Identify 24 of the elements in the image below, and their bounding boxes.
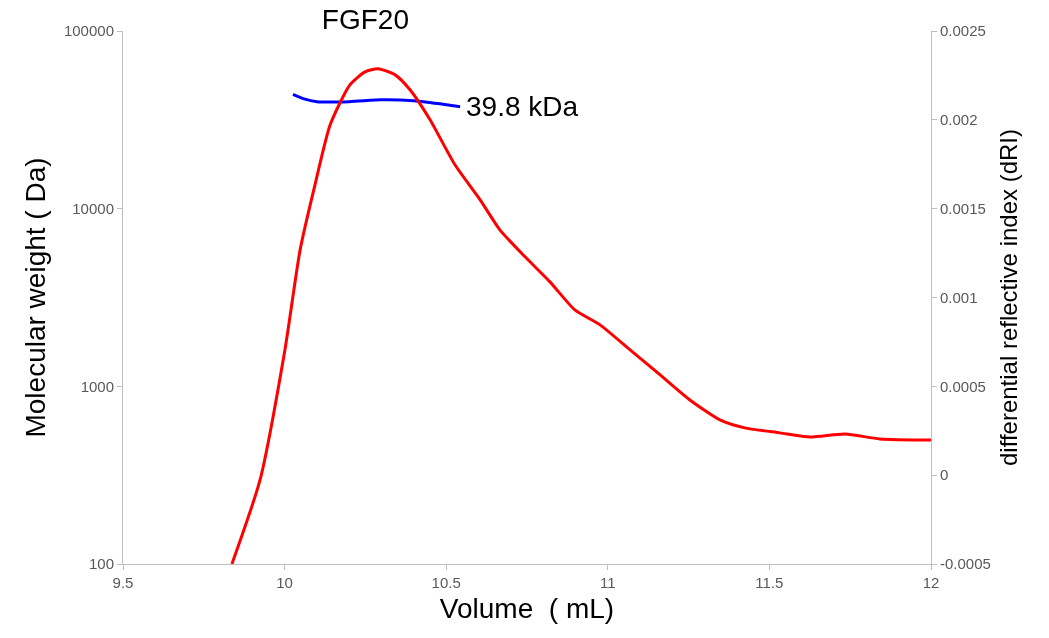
y2-tick-label: -0.0005 <box>940 555 991 573</box>
line-series <box>291 92 462 109</box>
x-tick-label: 9.5 <box>112 574 134 591</box>
y-tick-label: 10000 <box>72 199 114 217</box>
y-tick-label: 100000 <box>63 22 114 40</box>
line-series <box>230 67 931 564</box>
y2-tick-label: 0.0005 <box>940 377 986 395</box>
x-axis-title: Volume ( mL) <box>439 593 615 625</box>
x-tick-label: 10 <box>276 574 293 591</box>
annotation: 39.8 kDa <box>466 91 579 122</box>
chart-title: FGF20 <box>321 4 409 36</box>
y2-axis-title: differential reflective index (dRI) <box>995 128 1023 467</box>
y2-tick-label: 0.001 <box>940 288 978 306</box>
y-tick-label: 100 <box>88 555 114 573</box>
x-tick-label: 12 <box>922 574 940 591</box>
y2-tick-label: 0.0025 <box>940 22 986 40</box>
y2-tick-label: 0 <box>940 466 949 484</box>
x-tick-label: 10.5 <box>431 574 461 591</box>
y2-tick-label: 0.0015 <box>940 199 986 217</box>
y-axis-title: Molecular weight ( Da) <box>19 157 51 438</box>
y-tick-label: 1000 <box>80 377 114 395</box>
y2-tick-label: 0.002 <box>940 111 978 129</box>
x-tick-label: 11 <box>600 574 616 591</box>
x-tick-label: 11.5 <box>755 574 784 591</box>
